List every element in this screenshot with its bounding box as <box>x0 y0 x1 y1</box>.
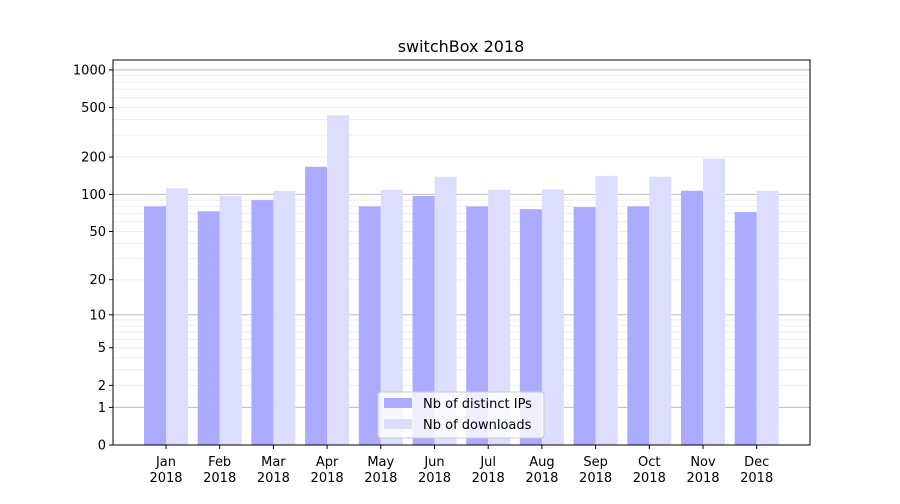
bar-downloads <box>595 175 618 446</box>
x-tick-label: 2018 <box>364 471 397 486</box>
legend-swatch <box>384 398 412 408</box>
bar-distinct-ips <box>197 211 220 445</box>
x-tick-label: 2018 <box>740 471 773 486</box>
x-tick-label: Aug <box>529 455 554 470</box>
y-tick-label: 2 <box>98 379 106 394</box>
y-tick-label: 50 <box>89 225 106 240</box>
x-tick-label: 2018 <box>472 471 505 486</box>
y-tick-label: 0 <box>98 439 106 454</box>
x-tick-label: 2018 <box>686 471 719 486</box>
bars <box>144 115 779 446</box>
x-tick-label: Nov <box>690 455 716 470</box>
bar-downloads <box>756 190 779 445</box>
x-tick-label: 2018 <box>633 471 666 486</box>
y-tick-label: 1000 <box>73 63 106 78</box>
x-tick-label: Jul <box>479 455 496 470</box>
y-tick-label: 500 <box>81 101 106 116</box>
x-tick-label: 2018 <box>418 471 451 486</box>
bar-distinct-ips <box>251 200 274 445</box>
x-tick-label: Mar <box>261 455 286 470</box>
x-tick-label: Jun <box>423 455 444 470</box>
bar-downloads <box>380 189 403 445</box>
x-tick-label: 2018 <box>257 471 290 486</box>
bar-distinct-ips <box>358 206 381 445</box>
x-axis: Jan2018Feb2018Mar2018Apr2018May2018Jun20… <box>149 445 773 486</box>
x-tick-label: Jan <box>155 455 176 470</box>
bar-distinct-ips <box>412 196 435 445</box>
x-tick-label: 2018 <box>579 471 612 486</box>
chart-title: switchBox 2018 <box>398 37 525 56</box>
x-tick-label: 2018 <box>311 471 344 486</box>
legend-box <box>377 391 545 439</box>
bar-distinct-ips <box>734 212 757 445</box>
y-tick-label: 1 <box>98 401 106 416</box>
y-axis: 0 1 2 5 10 20 50 100 200 500 1000 <box>73 63 113 454</box>
bar-downloads <box>703 158 725 446</box>
legend-label: Nb of downloads <box>423 418 532 433</box>
y-tick-label: 20 <box>89 273 106 288</box>
x-tick-label: Sep <box>583 455 608 470</box>
y-tick-label: 100 <box>81 188 106 203</box>
bar-downloads <box>219 196 242 445</box>
bar-distinct-ips <box>466 206 489 445</box>
legend-label: Nb of distinct IPs <box>423 397 532 412</box>
x-tick-label: Apr <box>316 455 339 470</box>
bar-downloads <box>434 176 457 445</box>
bar-downloads <box>488 189 511 445</box>
bar-distinct-ips <box>627 206 650 445</box>
x-tick-label: Dec <box>744 455 769 470</box>
bar-distinct-ips <box>573 207 596 445</box>
x-tick-label: 2018 <box>525 471 558 486</box>
y-tick-label: 10 <box>89 308 106 323</box>
x-tick-label: 2018 <box>203 471 236 486</box>
x-tick-label: May <box>367 455 394 470</box>
bar-distinct-ips <box>144 206 166 445</box>
bar-distinct-ips <box>681 190 703 445</box>
legend-swatch <box>384 419 412 429</box>
bar-distinct-ips <box>305 166 328 446</box>
x-tick-label: Oct <box>638 455 660 470</box>
bar-downloads <box>327 115 350 445</box>
bar-distinct-ips <box>519 209 542 445</box>
y-tick-label: 200 <box>81 151 106 166</box>
x-tick-label: Feb <box>208 455 231 470</box>
legend: Nb of distinct IPs Nb of downloads <box>377 391 545 439</box>
bar-downloads <box>273 190 296 445</box>
x-tick-label: 2018 <box>149 471 182 486</box>
bar-downloads <box>541 189 564 445</box>
y-tick-label: 5 <box>98 341 106 356</box>
bar-downloads <box>649 176 672 445</box>
bar-downloads <box>166 188 188 445</box>
plot-frame <box>112 59 811 446</box>
